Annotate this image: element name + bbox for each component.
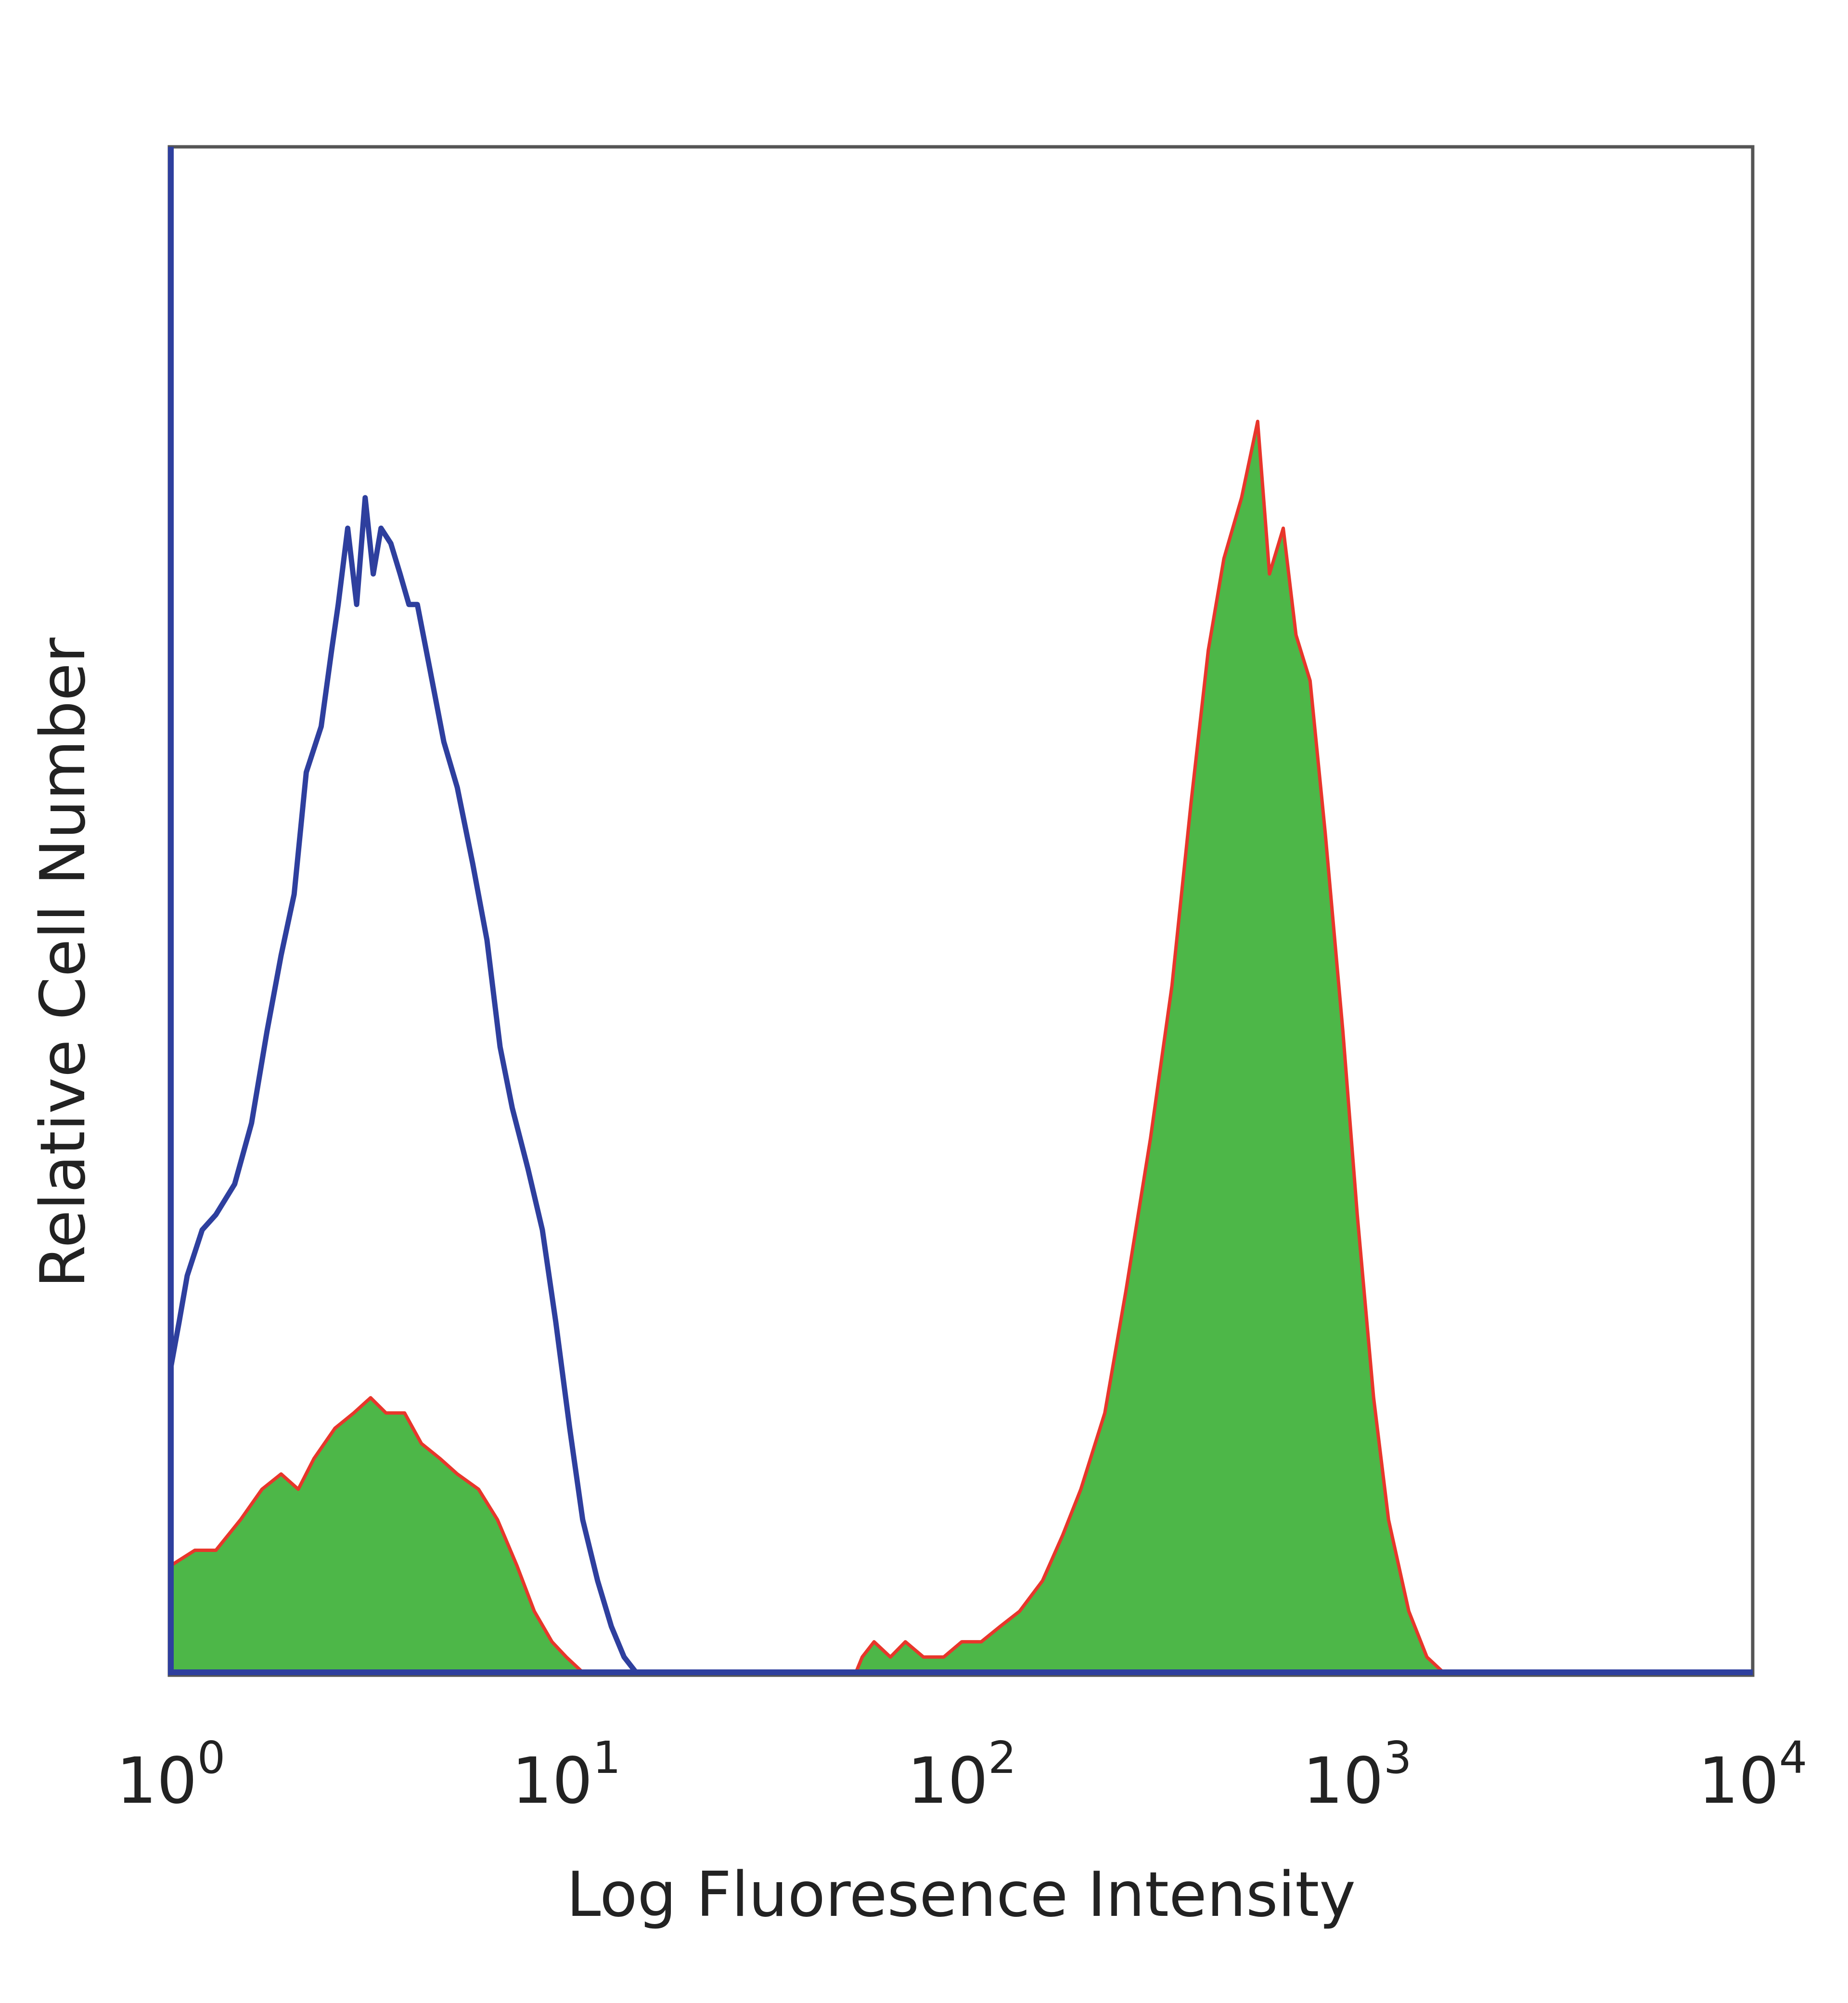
series-1-outline bbox=[170, 419, 1445, 1674]
x-axis-title: Log Fluoresence Intensity bbox=[566, 1859, 1356, 1931]
series-1-area bbox=[171, 421, 1443, 1673]
x-tick-label-3: 103 bbox=[1303, 1732, 1412, 1818]
x-tick-label-2: 102 bbox=[907, 1732, 1016, 1818]
y-axis-title: Relative Cell Number bbox=[27, 637, 99, 1288]
x-tick-labels: 100 101 102 103 104 bbox=[116, 1732, 1808, 1818]
x-tick-label-0: 100 bbox=[116, 1732, 226, 1818]
x-tick-label-4: 104 bbox=[1698, 1732, 1808, 1818]
x-tick-label-1: 101 bbox=[512, 1732, 621, 1818]
series-layer bbox=[168, 419, 1445, 1674]
series-0-line bbox=[168, 495, 638, 1674]
